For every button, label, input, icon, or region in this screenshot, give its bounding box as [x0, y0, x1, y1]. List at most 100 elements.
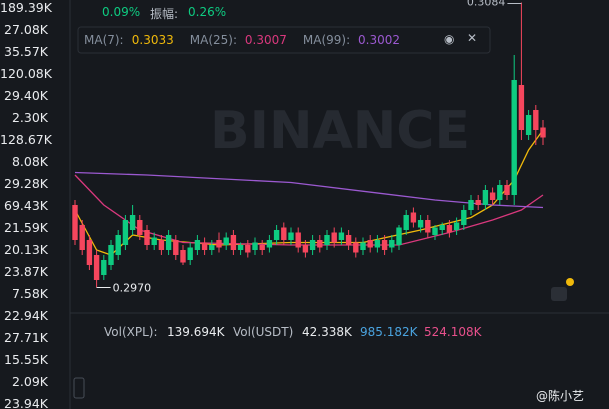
candle-body: [216, 240, 222, 248]
vol-label: Vol(USDT): [233, 325, 294, 339]
candle-body: [72, 205, 78, 240]
vol-value: 42.338K: [302, 325, 352, 339]
ma-legend-box: [77, 26, 491, 54]
candle-body: [288, 232, 294, 240]
candle-body: [158, 240, 165, 250]
amplitude: 0.26%: [188, 5, 227, 19]
vol-value: 985.182K: [360, 325, 418, 339]
candle-body: [93, 255, 100, 280]
candle-body: [180, 250, 186, 263]
volume-label: 128.67K: [0, 132, 52, 147]
change: 0.09%: [102, 5, 141, 19]
candle-body: [432, 227, 438, 235]
candle-body: [417, 220, 424, 228]
amplitude-label: 振幅:: [150, 7, 179, 21]
volume-label: 35.57K: [4, 44, 48, 59]
candle-body: [540, 127, 546, 138]
high-label: 0.3084: [467, 0, 506, 9]
candle-body: [309, 240, 316, 250]
candle-body: [295, 232, 301, 248]
candle-body: [468, 200, 474, 210]
ma-label: MA(7):: [84, 33, 124, 47]
candle-body: [129, 215, 136, 230]
candle-body: [489, 192, 496, 200]
candle-body: [108, 245, 114, 265]
candle-body: [504, 185, 510, 195]
candle-body: [223, 237, 229, 245]
candle-body: [165, 235, 172, 250]
candle-body: [281, 227, 287, 240]
candle-body: [194, 240, 201, 250]
candle-body: [374, 240, 381, 248]
volume-label: 120.08K: [0, 66, 52, 81]
low-label: 0.2970: [113, 282, 152, 295]
ma-label: MA(99):: [302, 33, 351, 47]
candle-body: [331, 232, 337, 243]
candle-body: [345, 235, 352, 245]
candle-body: [259, 245, 265, 250]
candle-body: [273, 230, 280, 240]
volume-label: 21.59K: [4, 220, 48, 235]
volume-label: 29.40K: [4, 88, 48, 103]
volume-label: 2.30K: [11, 110, 48, 125]
candle-body: [115, 235, 121, 255]
volume-label: 23.87K: [4, 264, 48, 279]
candle-body: [122, 220, 129, 245]
vol-value: 139.694K: [167, 325, 225, 339]
candle-body: [461, 210, 467, 225]
candle-body: [453, 222, 460, 230]
ma-line: [74, 174, 544, 246]
candle-body: [237, 245, 244, 250]
volume-label: 69.43K: [4, 198, 48, 213]
candle-body: [144, 230, 150, 245]
candle-body: [482, 190, 489, 205]
username: @陈小艺: [536, 389, 585, 403]
candle-body: [533, 110, 539, 130]
icon[interactable]: [551, 287, 567, 301]
candle-body: [338, 232, 345, 240]
candle-body: [317, 240, 323, 248]
candle-body: [439, 225, 445, 230]
candle-body: [353, 242, 359, 253]
candle-body: [101, 260, 107, 275]
candle-body: [425, 220, 431, 233]
candle-body: [396, 227, 402, 245]
ma-value: 0.3007: [244, 33, 287, 47]
ma-line: [74, 171, 544, 209]
close-icon[interactable]: ✕: [467, 31, 478, 45]
candle-body: [137, 220, 143, 235]
candle-body: [209, 245, 215, 250]
candle-body: [497, 185, 503, 200]
candle-body: [151, 237, 157, 245]
candle-body: [252, 242, 258, 250]
candle-body: [389, 240, 395, 248]
candle-body: [245, 245, 251, 253]
candle-body: [518, 85, 525, 130]
volume-label: 27.08K: [4, 22, 48, 37]
volume-label: 189.39K: [0, 0, 52, 15]
eye-icon[interactable]: ◉: [444, 32, 455, 46]
candle-body: [381, 240, 388, 250]
candle-body: [187, 247, 193, 260]
volume-label: 27.71K: [4, 330, 48, 345]
candle-body: [230, 235, 237, 250]
volume-label: 23.94K: [4, 396, 48, 409]
volume-label: 8.08K: [11, 154, 48, 169]
candle-body: [403, 215, 409, 230]
volume-label: 2.09K: [11, 374, 48, 389]
volume-label: 22.94K: [4, 308, 48, 323]
volume-label: 7.58K: [11, 286, 48, 301]
candle-body: [201, 242, 208, 250]
candle-body: [86, 240, 93, 265]
volume-label: 15.55K: [4, 352, 48, 367]
candle-body: [324, 235, 330, 245]
volume-label: 29.28K: [4, 176, 48, 191]
candle-body: [367, 240, 373, 248]
scroll-button[interactable]: [73, 377, 85, 399]
volume-label: 20.13K: [4, 242, 48, 257]
ma-value: 0.3033: [131, 33, 174, 47]
ma-label: MA(25):: [189, 33, 238, 47]
candle-body: [511, 80, 517, 195]
